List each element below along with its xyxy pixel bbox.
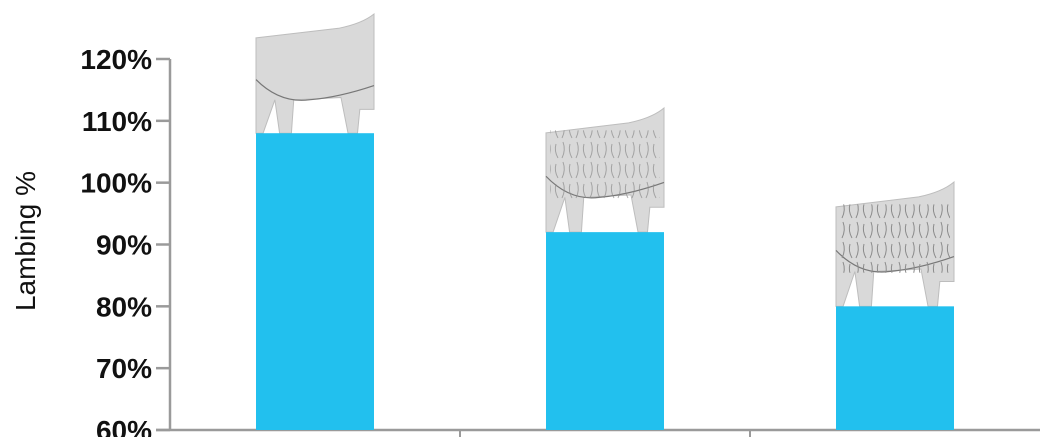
y-tick-label: 120%	[80, 44, 152, 75]
y-axis-title: Lambing %	[10, 171, 41, 311]
y-tick-label: 80%	[96, 291, 152, 322]
sheep-smooth-icon	[255, 12, 375, 134]
sheep-wrinkled-icon	[545, 106, 665, 233]
y-tick-label: 90%	[96, 230, 152, 261]
sheep-very-wrinkled-icon	[835, 180, 955, 307]
y-tick-label: 110%	[82, 106, 152, 137]
y-ticks: 60% 70% 80% 90% 100% 110% 120%	[80, 44, 170, 437]
bar-1	[256, 133, 374, 430]
y-tick-label: 100%	[80, 168, 152, 199]
bar-2	[546, 232, 664, 430]
y-tick-label: 60%	[96, 415, 152, 437]
y-axis-title-group: Lambing %	[10, 171, 41, 311]
sheep-images	[255, 12, 955, 307]
bars	[256, 133, 954, 430]
y-tick-label: 70%	[96, 353, 152, 384]
bar-3	[836, 306, 954, 430]
